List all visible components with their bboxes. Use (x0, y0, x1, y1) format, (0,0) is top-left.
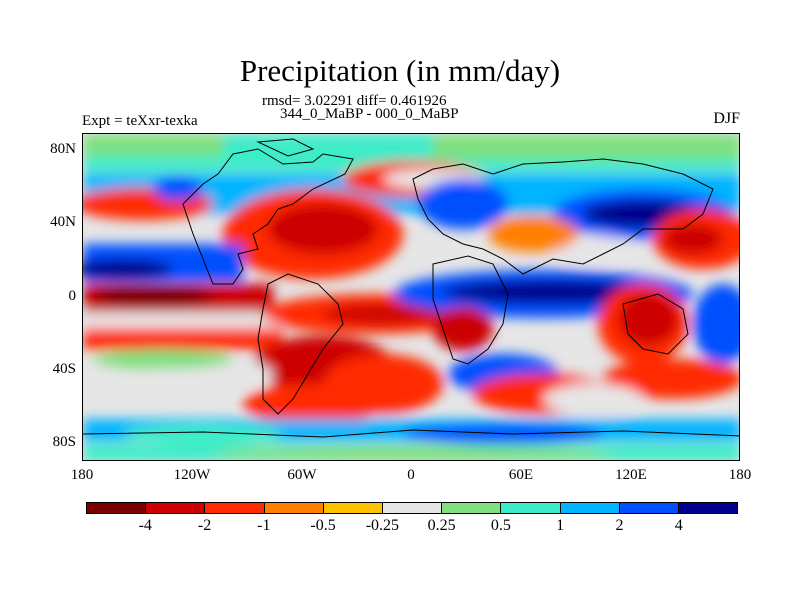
colorbar (86, 502, 738, 514)
colorbar-label: -0.25 (365, 517, 400, 534)
lat-label-80n: 80N (50, 141, 76, 157)
colorbar-label: -2 (197, 517, 212, 534)
colorbar-swatch (382, 503, 443, 513)
coastlines (83, 138, 739, 438)
lat-label-40s: 40S (52, 361, 76, 377)
colorbar-label: 4 (674, 517, 683, 534)
stats-line: rmsd= 3.02291 diff= 0.461926 (262, 93, 447, 109)
precipitation-field (83, 134, 739, 460)
colorbar-label: 0.5 (490, 517, 511, 534)
season-label: DJF (713, 110, 740, 127)
colorbar-label: 2 (615, 517, 624, 534)
colorbar-label: -4 (138, 517, 152, 534)
lat-label-40n: 40N (50, 214, 76, 230)
colorbar-label: -1 (257, 517, 271, 534)
colorbar-swatch (264, 503, 324, 513)
lon-label-60e: 60E (508, 467, 534, 483)
colorbar-swatch (323, 503, 383, 513)
lon-label-0: 0 (407, 467, 415, 483)
precipitation-map (83, 134, 739, 460)
chart-title: Precipitation (in mm/day) (239, 53, 561, 88)
colorbar-swatch (560, 503, 620, 513)
experiment-label: Expt = teXxr-texka (82, 113, 198, 129)
lon-label-60w: 60W (287, 467, 317, 483)
colorbar-label: -0.5 (310, 517, 336, 534)
colorbar-swatch (442, 503, 502, 513)
lat-label-0: 0 (68, 288, 77, 304)
lon-label-120w: 120W (173, 467, 211, 483)
colorbar-swatch (205, 503, 265, 513)
periods-line: 344_0_MaBP - 000_0_MaBP (280, 106, 459, 122)
colorbar-label: 1 (556, 517, 565, 534)
lon-label-180w: 180 (70, 467, 94, 483)
colorbar-swatch (501, 503, 561, 513)
colorbar-swatch (678, 503, 738, 513)
colorbar-swatch (87, 503, 147, 513)
colorbar-swatch (146, 503, 206, 513)
colorbar-swatch (619, 503, 679, 513)
lon-label-120e: 120E (615, 467, 647, 483)
map-panel (82, 133, 740, 461)
lon-label-180e: 180 (728, 467, 752, 483)
lat-label-80s: 80S (52, 434, 76, 450)
colorbar-label: 0.25 (427, 517, 456, 534)
